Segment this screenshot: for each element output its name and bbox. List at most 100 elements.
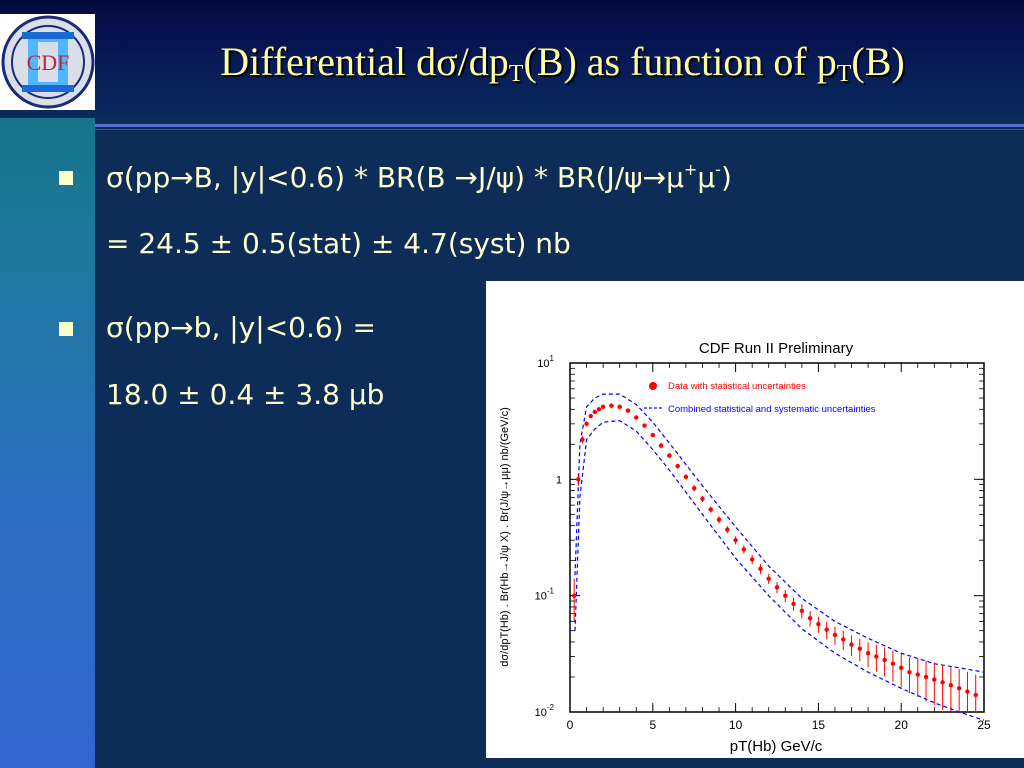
- y-tick-label: 1: [556, 474, 562, 486]
- data-point: [865, 651, 871, 656]
- title-subscript: T: [836, 61, 852, 87]
- y-tick-label: 101: [537, 354, 554, 370]
- bullet-1-sup: -: [715, 160, 721, 179]
- title-subscript: T: [508, 61, 524, 87]
- bullet-1-line-1: σ(pp→B, |y|<0.6) * BR(B →J/ψ) * BR(J/ψ→μ…: [106, 160, 732, 194]
- data-point: [576, 477, 581, 482]
- data-point: [882, 657, 887, 663]
- data-point: [841, 637, 846, 642]
- title-sigma: σ: [436, 39, 458, 84]
- y-tick-exponent: -2: [547, 703, 555, 712]
- x-tick-label: 10: [729, 718, 743, 732]
- title-part: (B): [851, 39, 905, 84]
- data-point: [667, 453, 672, 458]
- data-point: [948, 682, 954, 688]
- data-point: [650, 432, 655, 438]
- title-divider-thin: [95, 129, 1024, 130]
- data-point: [849, 642, 854, 647]
- data-points: [571, 403, 978, 712]
- data-point: [584, 421, 589, 427]
- data-point: [708, 507, 713, 512]
- data-point: [592, 409, 598, 415]
- data-point: [857, 646, 862, 651]
- data-point: [824, 627, 829, 632]
- title-part: (B) as function of p: [523, 39, 837, 84]
- data-point: [692, 485, 697, 491]
- bullet-1-text: σ(pp→B, |y|<0.6) * BR(B →J/ψ) * BR(J/ψ→μ: [106, 161, 684, 194]
- data-point: [580, 437, 585, 442]
- title-band: [0, 0, 1024, 118]
- data-point: [609, 403, 614, 408]
- x-tick-label: 5: [649, 718, 656, 732]
- bullet-1-text: ): [720, 161, 732, 194]
- uncertainty-band: [574, 393, 985, 721]
- data-point: [596, 407, 602, 412]
- logo-text: CDF: [27, 50, 70, 75]
- legend-label-band: Combined statistical and systematic unce…: [668, 404, 876, 415]
- data-point: [965, 689, 970, 694]
- y-tick-exponent: -1: [547, 587, 555, 596]
- chart-title: CDF Run II Preliminary: [699, 340, 854, 357]
- data-point: [741, 547, 747, 552]
- y-tick-label: 10-1: [535, 587, 555, 603]
- page-title: Differential dσ/dpT(B) as function of pT…: [110, 38, 1015, 88]
- data-point: [683, 474, 689, 480]
- data-point: [733, 537, 738, 543]
- data-point: [700, 496, 705, 502]
- bullet-1-line-2: = 24.5 ± 0.5(stat) ± 4.7(syst) nb: [106, 227, 571, 260]
- data-point: [940, 680, 945, 685]
- bullet-marker: [59, 322, 73, 336]
- y-tick-label: 10-2: [535, 703, 555, 719]
- data-point: [799, 608, 805, 614]
- legend-marker-data: [649, 382, 657, 390]
- y-axis-label: dσ/dpT(Hb) . Br(Hb→J/ψ X) . Br(J/ψ→μμ) n…: [499, 407, 511, 666]
- x-tick-label: 25: [977, 718, 991, 732]
- chart-panel: CDF Run II Preliminary 0 5 10 15 20 25 101 1 10-…: [486, 281, 1024, 758]
- data-point: [642, 423, 647, 428]
- data-point: [571, 593, 577, 598]
- band-upper-curve: [574, 393, 985, 673]
- side-gradient-band: [0, 118, 95, 768]
- title-part: Differential d: [220, 39, 437, 84]
- data-point: [807, 616, 813, 621]
- data-point: [749, 557, 755, 562]
- plot-frame: [569, 362, 985, 713]
- data-point: [675, 463, 680, 469]
- data-point: [725, 527, 730, 532]
- chart: CDF Run II Preliminary 0 5 10 15 20 25101110-…: [499, 340, 991, 755]
- bullet-2-line-2: 18.0 ± 0.4 ± 3.8 μb: [106, 378, 385, 411]
- title-divider: [95, 124, 1024, 127]
- x-tick-label: 20: [895, 718, 909, 732]
- data-point: [907, 669, 912, 675]
- data-point: [617, 404, 622, 410]
- y-tick-exponent: 1: [550, 354, 555, 363]
- data-point: [588, 413, 593, 419]
- data-point: [923, 674, 929, 680]
- bullet-2-line-1: σ(pp→b, |y|<0.6) =: [106, 311, 376, 344]
- data-point: [932, 677, 937, 682]
- data-point: [890, 661, 896, 666]
- cdf-logo: CDF: [0, 14, 95, 110]
- data-point: [774, 585, 780, 590]
- x-axis-label: pT(Hb) GeV/c: [730, 738, 823, 755]
- band-lower-curve: [574, 419, 985, 721]
- data-point: [956, 686, 962, 691]
- bullet-1-text: μ: [697, 161, 716, 194]
- data-point: [832, 632, 838, 638]
- data-point: [816, 621, 821, 627]
- data-point: [766, 576, 771, 581]
- data-point: [899, 665, 904, 670]
- data-point: [758, 566, 763, 572]
- legend: Data with statistical uncertainties Comb…: [644, 381, 876, 415]
- data-point: [783, 593, 788, 598]
- data-point: [973, 692, 978, 698]
- bullet-1-sup: +: [683, 160, 698, 179]
- data-point: [791, 601, 796, 607]
- title-part: /dp: [457, 39, 509, 84]
- x-tick-label: 0: [567, 718, 574, 732]
- x-tick-label: 15: [812, 718, 826, 732]
- legend-label-data: Data with statistical uncertainties: [668, 381, 806, 392]
- data-point: [658, 443, 664, 448]
- data-point: [915, 672, 920, 677]
